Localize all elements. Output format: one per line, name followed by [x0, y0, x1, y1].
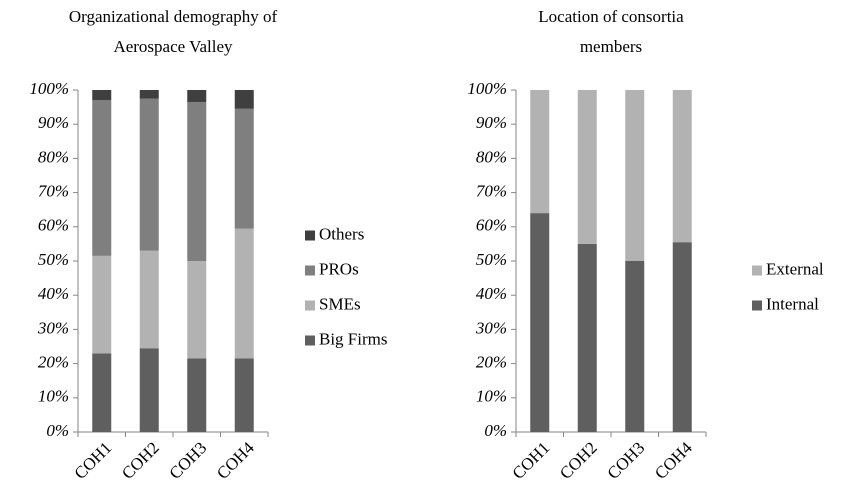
y-tick-label: 20% — [38, 353, 69, 372]
y-tick-label: 40% — [476, 284, 507, 303]
bar-segment — [187, 101, 207, 261]
bar-segment — [625, 261, 645, 432]
bar-segment — [92, 100, 112, 256]
bar-segment — [234, 358, 254, 432]
y-tick-label: 30% — [475, 318, 507, 337]
bar-segment — [672, 90, 692, 243]
x-tick-label: COH2 — [556, 438, 601, 483]
y-tick-label: 90% — [38, 113, 69, 132]
y-tick-label: 60% — [476, 216, 507, 235]
legend-swatch — [305, 230, 315, 241]
bar-segment — [530, 213, 550, 432]
y-tick-label: 90% — [476, 113, 507, 132]
x-tick-label: COH4 — [651, 438, 696, 483]
y-tick-label: 100% — [467, 79, 507, 98]
y-tick-label: 40% — [38, 284, 69, 303]
x-tick-label: COH3 — [166, 438, 211, 483]
y-tick-label: 100% — [29, 79, 69, 98]
chart-title: Organizational demography of — [69, 7, 278, 26]
legend-label: External — [766, 259, 824, 278]
bar-segment — [234, 108, 254, 229]
x-tick-label: COH3 — [604, 438, 649, 483]
y-tick-label: 60% — [38, 216, 69, 235]
bar-segment — [234, 90, 254, 109]
chart-title: Location of consortia — [538, 7, 684, 26]
bar-segment — [672, 242, 692, 432]
bar-segment — [139, 250, 159, 349]
legend-swatch — [752, 300, 762, 311]
y-tick-label: 70% — [476, 182, 507, 201]
legend-label: Internal — [766, 294, 819, 313]
y-tick-label: 80% — [476, 147, 507, 166]
y-tick-label: 0% — [46, 421, 69, 440]
y-tick-label: 50% — [38, 250, 69, 269]
x-tick-label: COH1 — [509, 438, 554, 483]
legend-label: Others — [319, 224, 364, 243]
bar-segment — [577, 90, 597, 244]
legend-label: Big Firms — [319, 329, 388, 348]
bar-segment — [139, 90, 159, 99]
y-tick-label: 70% — [38, 182, 69, 201]
y-tick-label: 80% — [38, 147, 69, 166]
legend-swatch — [305, 300, 315, 311]
legend-label: PROs — [319, 259, 359, 278]
x-tick-label: COH4 — [213, 438, 258, 483]
y-tick-label: 20% — [476, 353, 507, 372]
bar-segment — [625, 90, 645, 261]
bar-segment — [187, 261, 207, 359]
legend-swatch — [305, 265, 315, 276]
legend-swatch — [752, 265, 762, 276]
y-tick-label: 0% — [484, 421, 507, 440]
bar-segment — [92, 255, 112, 354]
x-tick-label: COH2 — [118, 438, 163, 483]
x-tick-label: COH1 — [71, 438, 116, 483]
y-tick-label: 50% — [476, 250, 507, 269]
y-tick-label: 10% — [38, 387, 69, 406]
legend-swatch — [305, 335, 315, 346]
bar-segment — [139, 98, 159, 251]
legend-label: SMEs — [319, 294, 361, 313]
y-tick-label: 30% — [37, 318, 69, 337]
bar-segment — [187, 90, 207, 102]
bar-segment — [530, 90, 550, 214]
chart-title: Aerospace Valley — [113, 37, 233, 56]
bar-segment — [577, 243, 597, 432]
bar-segment — [92, 90, 112, 101]
bar-segment — [139, 348, 159, 432]
bar-segment — [92, 353, 112, 432]
bar-segment — [187, 358, 207, 432]
bar-segment — [234, 228, 254, 359]
chart-title: members — [580, 37, 642, 56]
y-tick-label: 10% — [476, 387, 507, 406]
